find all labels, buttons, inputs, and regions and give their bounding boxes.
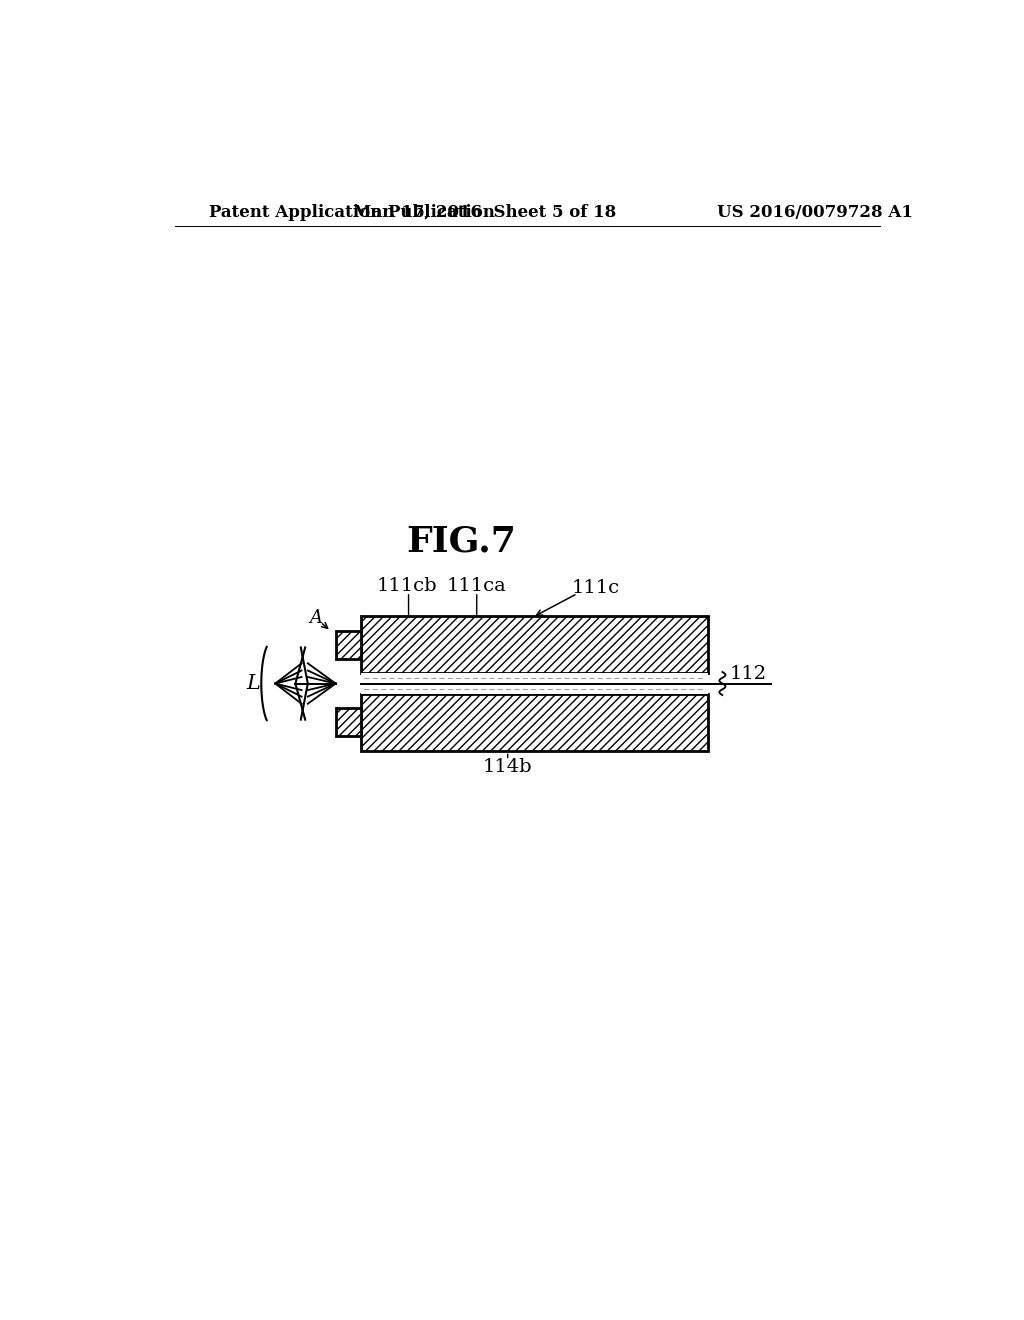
Text: Patent Application Publication: Patent Application Publication: [209, 203, 496, 220]
Text: A: A: [309, 609, 323, 627]
Text: L: L: [247, 675, 260, 693]
Bar: [360, 673, 708, 694]
Text: 111c: 111c: [571, 579, 620, 597]
Bar: [360, 694, 708, 751]
Bar: [336, 708, 360, 737]
Bar: [336, 631, 360, 659]
Text: US 2016/0079728 A1: US 2016/0079728 A1: [717, 203, 912, 220]
Text: Mar. 17, 2016  Sheet 5 of 18: Mar. 17, 2016 Sheet 5 of 18: [353, 203, 616, 220]
Text: 111ca: 111ca: [446, 577, 507, 595]
Text: FIG.7: FIG.7: [407, 525, 516, 558]
Text: 111cb: 111cb: [377, 577, 437, 595]
Text: 114b: 114b: [483, 758, 532, 776]
Text: 112: 112: [729, 665, 767, 684]
Bar: [360, 615, 708, 673]
